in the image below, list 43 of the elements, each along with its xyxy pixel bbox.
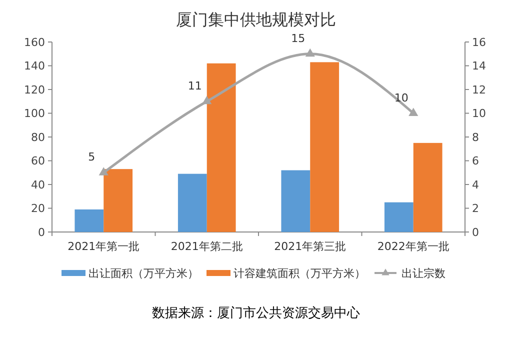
data-label: 10: [394, 91, 408, 104]
source-note: 数据来源：厦门市公共资源交易中心: [152, 305, 360, 321]
legend-label: 出让面积（万平方米）: [88, 266, 198, 280]
bar: [74, 209, 104, 232]
x-tick-label: 2021年第三批: [274, 240, 346, 253]
y2-tick-label: 14: [472, 60, 486, 73]
point: [202, 96, 212, 104]
y-tick-label: 140: [24, 60, 45, 73]
point: [98, 167, 108, 176]
y2-tick-label: 2: [472, 202, 479, 216]
y2-tick-label: 12: [472, 83, 486, 96]
y-tick-label: 160: [24, 36, 45, 49]
y-tick-label: 0: [38, 226, 45, 239]
point: [408, 108, 418, 116]
y2-tick-label: 6: [472, 154, 479, 168]
y2-tick-label: 16: [472, 36, 486, 49]
y-tick-label: 60: [31, 154, 45, 168]
data-label: 11: [188, 79, 202, 92]
y2-tick-label: 8: [472, 130, 479, 144]
legend-label: 计容建筑面积（万平方米）: [234, 266, 366, 280]
y-tick-label: 20: [31, 202, 45, 216]
bar: [384, 202, 414, 232]
y-tick-label: 40: [31, 178, 45, 192]
y2-tick-label: 10: [472, 107, 486, 120]
data-label: 15: [291, 32, 306, 45]
data-label: 5: [88, 150, 96, 164]
bar: [413, 142, 442, 232]
x-tick-label: 2021年第一批: [68, 240, 140, 253]
y2-tick-label: 4: [472, 178, 479, 192]
y-tick-label: 80: [31, 130, 45, 144]
bar: [281, 170, 310, 232]
x-tick-label: 2021年第二批: [170, 240, 243, 253]
legend-label: 出让宗数: [402, 266, 446, 280]
y2-tick-label: 0: [472, 226, 479, 239]
y-tick-label: 100: [24, 107, 45, 120]
bar: [104, 169, 133, 232]
y-tick-label: 120: [24, 83, 45, 96]
chart-title: 厦门集中供地规模对比: [176, 10, 336, 29]
bar: [310, 62, 340, 232]
point: [305, 48, 315, 57]
bar: [206, 63, 236, 232]
bar: [178, 174, 207, 232]
x-tick-label: 2022年第一批: [377, 240, 450, 253]
